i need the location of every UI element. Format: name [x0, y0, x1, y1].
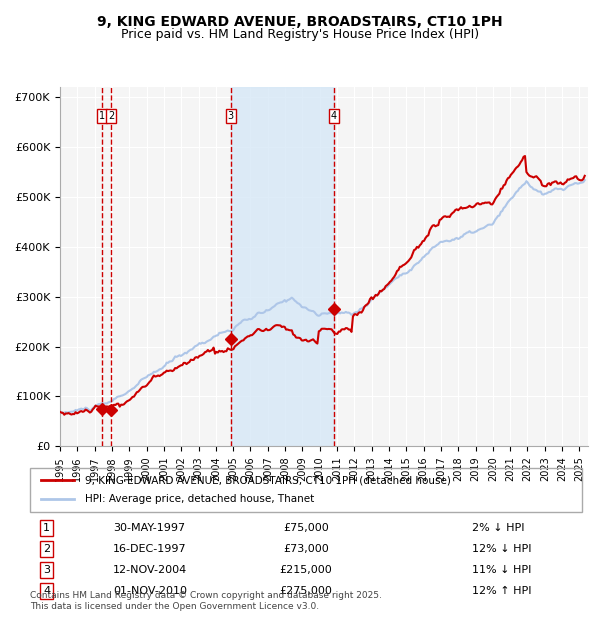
- Text: 3: 3: [43, 565, 50, 575]
- Text: 01-NOV-2010: 01-NOV-2010: [113, 586, 187, 596]
- Text: 11% ↓ HPI: 11% ↓ HPI: [472, 565, 531, 575]
- Text: 12% ↑ HPI: 12% ↑ HPI: [472, 586, 531, 596]
- Text: Contains HM Land Registry data © Crown copyright and database right 2025.
This d: Contains HM Land Registry data © Crown c…: [30, 591, 382, 611]
- Text: £75,000: £75,000: [283, 523, 329, 533]
- Text: £73,000: £73,000: [283, 544, 329, 554]
- Text: 2: 2: [108, 110, 115, 120]
- Bar: [231, 87, 334, 446]
- Text: £215,000: £215,000: [280, 565, 332, 575]
- Text: 30-MAY-1997: 30-MAY-1997: [113, 523, 185, 533]
- Text: HPI: Average price, detached house, Thanet: HPI: Average price, detached house, Than…: [85, 494, 314, 504]
- Text: 1: 1: [43, 523, 50, 533]
- Text: 1: 1: [98, 110, 105, 120]
- Text: 9, KING EDWARD AVENUE, BROADSTAIRS, CT10 1PH (detached house): 9, KING EDWARD AVENUE, BROADSTAIRS, CT10…: [85, 476, 451, 485]
- Text: 2: 2: [43, 544, 50, 554]
- Text: Price paid vs. HM Land Registry's House Price Index (HPI): Price paid vs. HM Land Registry's House …: [121, 28, 479, 41]
- Text: 12% ↓ HPI: 12% ↓ HPI: [472, 544, 531, 554]
- Text: 3: 3: [228, 110, 234, 120]
- Text: 16-DEC-1997: 16-DEC-1997: [113, 544, 187, 554]
- Text: £275,000: £275,000: [280, 586, 332, 596]
- Text: 4: 4: [331, 110, 337, 120]
- Text: 12-NOV-2004: 12-NOV-2004: [113, 565, 187, 575]
- Text: 9, KING EDWARD AVENUE, BROADSTAIRS, CT10 1PH: 9, KING EDWARD AVENUE, BROADSTAIRS, CT10…: [97, 16, 503, 30]
- Text: 2% ↓ HPI: 2% ↓ HPI: [472, 523, 524, 533]
- Text: 4: 4: [43, 586, 50, 596]
